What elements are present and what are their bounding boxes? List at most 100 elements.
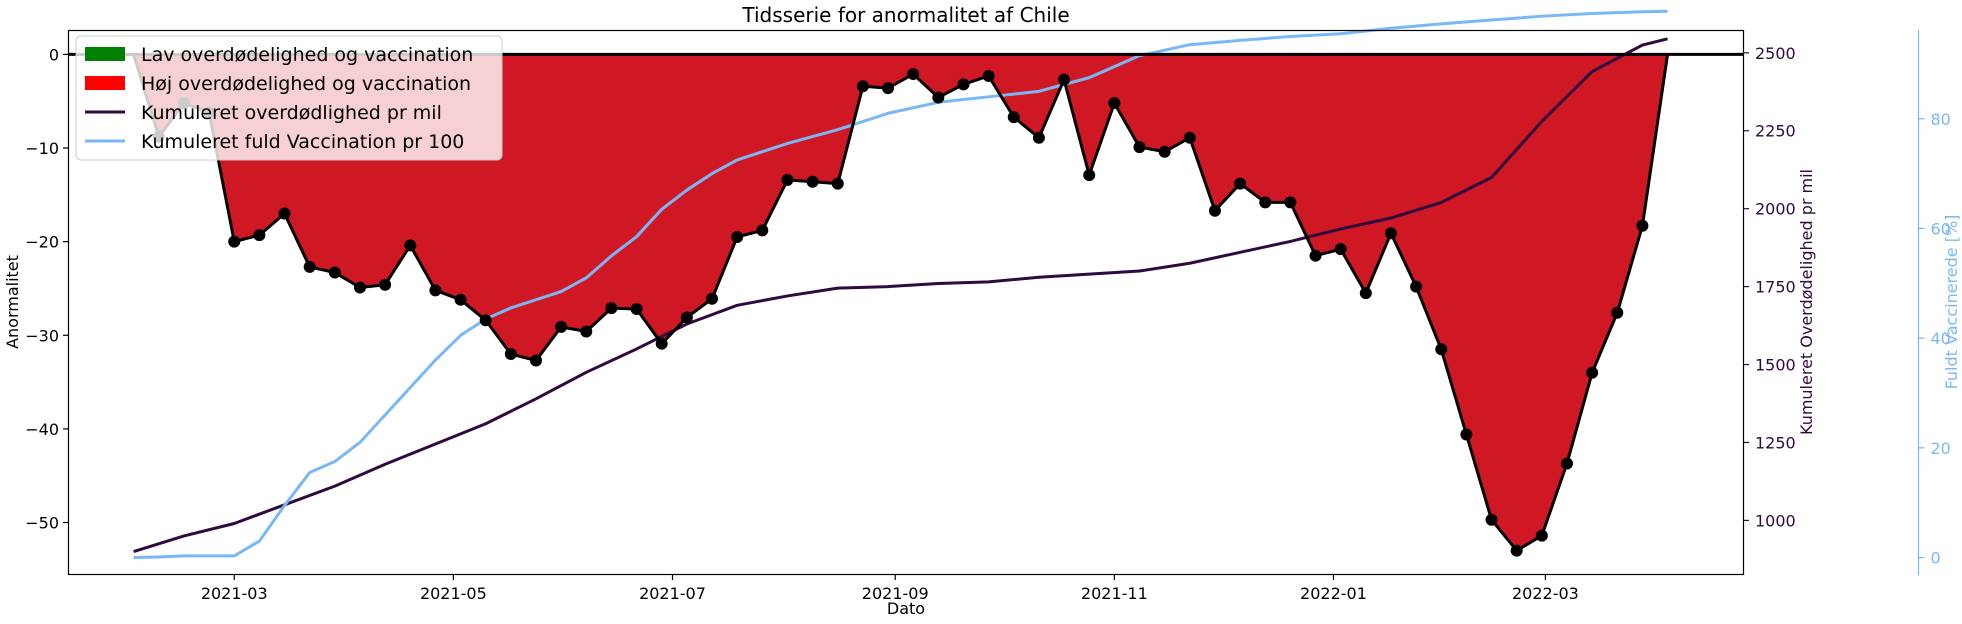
- anomaly-point: [555, 320, 568, 333]
- x-tick-label: 2021-05: [420, 584, 487, 603]
- x-tick-label: 2021-11: [1081, 584, 1148, 603]
- anomaly-point: [1510, 544, 1523, 557]
- anomaly-point: [706, 292, 719, 305]
- anomaly-point: [856, 80, 869, 93]
- y-tick-label-vaccination: 0: [1931, 549, 1941, 568]
- y-tick-label-excess: 1250: [1755, 433, 1796, 452]
- anomaly-point: [1259, 196, 1272, 209]
- anomaly-point: [932, 91, 945, 104]
- y-tick-label-excess: 1500: [1755, 356, 1796, 375]
- vaccination-line: [133, 9, 1668, 560]
- anomaly-point: [680, 311, 693, 324]
- anomaly-area-fill: [133, 54, 1668, 551]
- anomaly-point: [1234, 177, 1247, 190]
- y-tick-label-left: 0: [49, 45, 59, 64]
- anomaly-point: [580, 325, 593, 338]
- chart-title: Tidsserie for anormalitet af Chile: [741, 3, 1069, 27]
- anomaly-point: [1560, 457, 1573, 470]
- legend-label-low: Lav overdødelighed og vaccination: [141, 44, 473, 66]
- anomaly-point: [1435, 343, 1448, 356]
- x-tick-label: 2021-07: [639, 584, 706, 603]
- anomaly-point: [831, 177, 844, 190]
- anomaly-point: [882, 82, 895, 95]
- excess-mortality-line: [133, 37, 1668, 553]
- anomaly-point: [1485, 513, 1498, 526]
- anomaly-point: [404, 239, 417, 252]
- y-tick-label-left: −50: [25, 514, 59, 533]
- y-axis-label-left: Anormalitet: [3, 255, 22, 349]
- anomaly-point: [1460, 428, 1473, 441]
- y-tick-label-left: −10: [25, 139, 59, 158]
- y-tick-label-excess: 1000: [1755, 511, 1796, 530]
- anomaly-point: [328, 266, 341, 279]
- anomaly-point: [1384, 227, 1397, 240]
- legend-label-vaccination: Kumuleret fuld Vaccination pr 100: [141, 131, 464, 153]
- y-tick-label-left: −30: [25, 326, 59, 345]
- anomaly-point: [907, 68, 920, 81]
- anomaly-point: [504, 347, 517, 360]
- x-tick-label: 2022-03: [1512, 584, 1579, 603]
- anomaly-point: [1535, 529, 1548, 542]
- legend-label-high: Høj overdødelighed og vaccination: [141, 73, 471, 95]
- anomaly-point: [756, 224, 769, 237]
- x-axis-label: Dato: [887, 599, 925, 618]
- anomaly-point: [982, 69, 995, 82]
- anomaly-point: [1133, 141, 1146, 154]
- y-axis-label-vaccination: Fuldt Vaccinerede [%]: [1942, 215, 1961, 390]
- anomaly-point: [303, 260, 316, 273]
- y-tick-label-excess: 2500: [1755, 44, 1796, 63]
- anomaly-point: [479, 314, 492, 327]
- legend: Lav overdødelighed og vaccination Høj ov…: [75, 35, 503, 161]
- anomaly-point: [630, 303, 643, 316]
- axes-layer: 2021-03 2021-05 2021-07 2021-09 2021-11 2022-…: [25, 44, 1951, 603]
- anomaly-point: [731, 230, 744, 243]
- anomaly-line: [132, 53, 1670, 553]
- y-axis-label-excess: Kumuleret Overdødelighed pr mil: [1797, 169, 1816, 435]
- legend-box: [75, 35, 503, 161]
- legend-swatch-low: [85, 47, 125, 61]
- x-tick-label: 2021-09: [862, 584, 929, 603]
- anomaly-point: [253, 229, 266, 242]
- anomaly-point: [1158, 145, 1171, 158]
- anomaly-point: [957, 78, 970, 91]
- anomaly-point: [1208, 204, 1221, 217]
- anomaly-point: [1183, 131, 1196, 144]
- anomaly-point: [278, 207, 291, 220]
- anomaly-point: [1284, 196, 1297, 209]
- anomaly-point: [1083, 169, 1096, 182]
- legend-label-excess: Kumuleret overdødlighed pr mil: [141, 102, 442, 124]
- anomaly-point: [781, 173, 794, 186]
- anomaly-point: [655, 337, 668, 350]
- anomaly-point: [1058, 73, 1071, 86]
- anomaly-point: [529, 354, 542, 367]
- anomaly-point: [1636, 219, 1649, 232]
- anomaly-point: [228, 235, 241, 248]
- y-tick-label-vaccination: 60: [1931, 219, 1951, 238]
- legend-swatch-high: [85, 76, 125, 90]
- anomaly-point: [1334, 243, 1347, 256]
- y-tick-label-excess: 2250: [1755, 122, 1796, 141]
- y-tick-label-left: −40: [25, 420, 59, 439]
- y-tick-label-vaccination: 80: [1931, 110, 1951, 129]
- anomaly-point: [1007, 111, 1020, 124]
- anomaly-point: [1032, 131, 1045, 144]
- anomaly-point: [1359, 287, 1372, 300]
- anomaly-point: [1586, 366, 1599, 379]
- anomaly-point: [454, 293, 467, 306]
- anomaly-point: [379, 278, 392, 291]
- anomaly-point: [429, 284, 442, 297]
- anomaly-point: [1611, 306, 1624, 319]
- y-tick-label-vaccination: 20: [1931, 439, 1951, 458]
- y-tick-label-excess: 2000: [1755, 200, 1796, 219]
- anomaly-point: [353, 281, 366, 294]
- anomaly-point: [1108, 97, 1121, 110]
- anomaly-point: [1410, 280, 1423, 293]
- y-tick-label-left: −20: [25, 233, 59, 252]
- y-tick-label-excess: 1750: [1755, 278, 1796, 297]
- anomaly-point: [605, 302, 618, 315]
- x-tick-label: 2021-03: [201, 584, 268, 603]
- anomaly-point: [806, 175, 819, 188]
- anomaly-point: [1309, 249, 1322, 262]
